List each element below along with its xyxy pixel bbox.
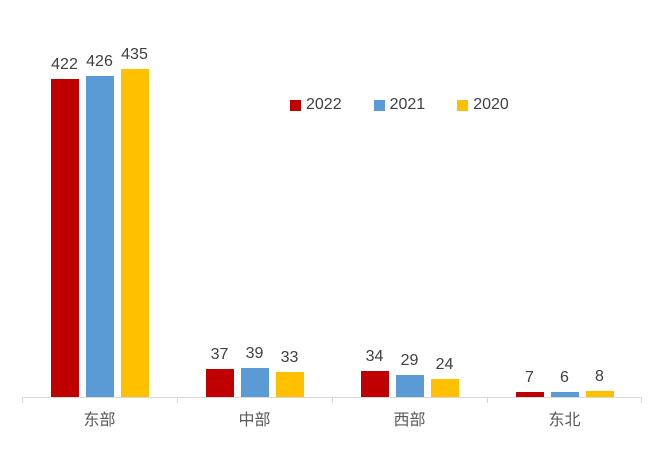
legend-label: 2022 [306, 96, 342, 113]
bar-column: 426 [85, 53, 114, 397]
bar-2022-东部 [50, 79, 79, 397]
bar-2021-西部 [395, 375, 424, 397]
bar-value-label: 37 [210, 346, 229, 364]
x-axis-tick [487, 398, 488, 403]
bar-groups: 422 426 435 37 39 33 34 29 24 7 6 8 [22, 0, 642, 397]
chart-legend: 2022 2021 2020 [290, 96, 509, 114]
plot-area: 422 426 435 37 39 33 34 29 24 7 6 8 [22, 0, 642, 403]
legend-item-2022: 2022 [290, 96, 342, 114]
bar-value-label: 435 [121, 46, 148, 64]
category-label-西部: 西部 [393, 412, 426, 429]
bar-column: 7 [515, 369, 544, 397]
bar-2020-东部 [120, 69, 149, 397]
bar-2020-西部 [430, 379, 459, 397]
bar-value-label: 6 [560, 369, 569, 387]
bar-column: 37 [205, 346, 234, 397]
bar-column: 39 [240, 345, 269, 397]
bar-value-label: 34 [365, 348, 384, 366]
bar-column: 24 [430, 356, 459, 397]
bar-2021-中部 [240, 368, 269, 397]
bar-value-label: 426 [86, 53, 113, 71]
bar-column: 435 [120, 46, 149, 397]
bar-value-label: 29 [400, 352, 419, 370]
category-label-东北: 东北 [548, 412, 581, 429]
bar-value-label: 24 [435, 356, 454, 374]
bar-group-东部: 422 426 435 [22, 0, 177, 397]
x-axis-category-labels: 东部 中部 西部 东北 [22, 406, 642, 430]
bar-value-label: 8 [595, 368, 604, 386]
bar-2021-东北 [550, 392, 579, 397]
bar-2021-东部 [85, 76, 114, 397]
legend-label: 2020 [473, 96, 509, 113]
legend-item-2021: 2021 [373, 96, 426, 114]
bar-value-label: 39 [245, 345, 264, 363]
bar-column: 33 [275, 349, 304, 397]
bar-group-中部: 37 39 33 [177, 0, 332, 397]
legend-swatch-icon [290, 99, 301, 111]
bar-2020-东北 [585, 391, 614, 397]
bar-column: 29 [395, 352, 424, 397]
category-label-中部: 中部 [238, 412, 271, 429]
x-axis-line [22, 397, 642, 398]
bar-value-label: 7 [525, 369, 534, 387]
bar-column: 34 [360, 348, 389, 397]
bar-value-label: 422 [51, 56, 78, 74]
bar-value-label: 33 [280, 349, 299, 367]
x-axis-tick [641, 398, 642, 403]
legend-item-2020: 2020 [457, 96, 509, 114]
category-label-东部: 东部 [83, 412, 116, 429]
legend-swatch-icon [457, 99, 469, 111]
bar-2022-中部 [205, 369, 234, 397]
legend-label: 2021 [389, 96, 426, 113]
x-axis-tick [22, 398, 23, 403]
legend-swatch-icon [373, 99, 385, 111]
bar-column: 422 [50, 56, 79, 397]
x-axis-tick [332, 398, 333, 403]
bar-2020-中部 [275, 372, 304, 397]
bar-column: 8 [585, 368, 614, 397]
bar-2022-西部 [360, 371, 389, 397]
x-axis-tick [177, 398, 178, 403]
bar-column: 6 [550, 369, 579, 397]
bar-2022-东北 [515, 392, 544, 397]
bar-group-东北: 7 6 8 [487, 0, 642, 397]
bar-group-西部: 34 29 24 [332, 0, 487, 397]
